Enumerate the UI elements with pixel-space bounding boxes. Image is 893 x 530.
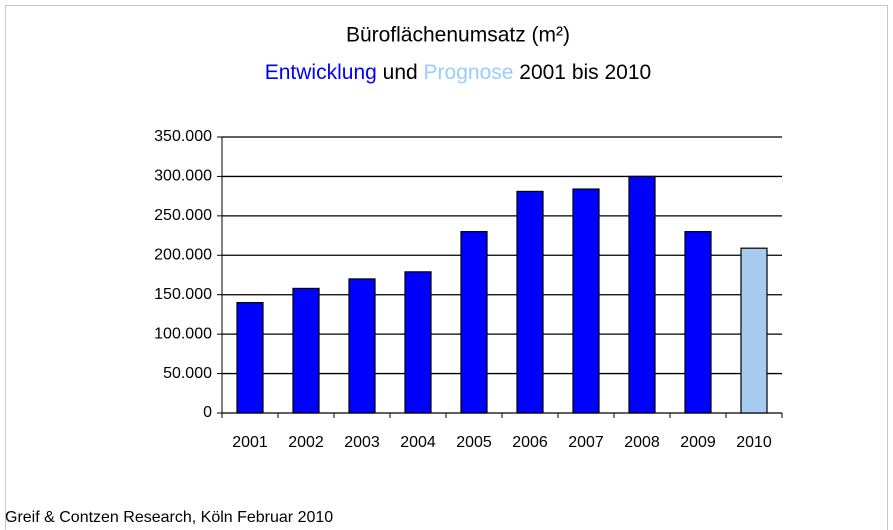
x-tick-label: 2001 bbox=[232, 434, 268, 451]
y-tick-label: 100.000 bbox=[154, 325, 212, 342]
bar bbox=[404, 271, 432, 414]
x-tick-label: 2005 bbox=[456, 434, 492, 451]
y-tick-label: 350.000 bbox=[154, 128, 212, 145]
y-tick-label: 50.000 bbox=[163, 365, 212, 382]
bar bbox=[460, 231, 488, 414]
subtitle-part: Entwicklung bbox=[265, 61, 377, 84]
subtitle-part: Prognose bbox=[424, 61, 514, 84]
x-tick-label: 2003 bbox=[344, 434, 380, 451]
bar bbox=[628, 175, 656, 414]
x-tick-label: 2006 bbox=[512, 434, 548, 451]
x-tick-label: 2002 bbox=[288, 434, 324, 451]
x-tick-label: 2009 bbox=[680, 434, 716, 451]
y-tick-label: 200.000 bbox=[154, 247, 212, 264]
y-tick-label: 250.000 bbox=[154, 207, 212, 224]
y-tick-label: 150.000 bbox=[154, 286, 212, 303]
frame bbox=[5, 5, 888, 530]
y-tick-label: 300.000 bbox=[154, 168, 212, 185]
y-tick-label: 0 bbox=[203, 404, 212, 421]
bar bbox=[348, 278, 376, 414]
bar bbox=[236, 302, 264, 414]
bar bbox=[516, 190, 544, 414]
subtitle-part: und bbox=[377, 61, 424, 84]
x-tick-label: 2004 bbox=[400, 434, 436, 451]
x-tick-label: 2008 bbox=[624, 434, 660, 451]
chart-subtitle: Entwicklung und Prognose 2001 bis 2010 bbox=[265, 61, 651, 84]
chart-title: Büroflächenumsatz (m²) bbox=[346, 24, 570, 47]
source-note: Greif & Contzen Research, Köln Februar 2… bbox=[5, 509, 333, 526]
bar bbox=[292, 287, 320, 414]
x-tick-label: 2007 bbox=[568, 434, 604, 451]
x-tick-label: 2010 bbox=[736, 434, 772, 451]
bar bbox=[684, 231, 712, 414]
subtitle-part: 2001 bis 2010 bbox=[513, 61, 651, 84]
bar bbox=[572, 188, 600, 414]
bar bbox=[740, 247, 768, 414]
